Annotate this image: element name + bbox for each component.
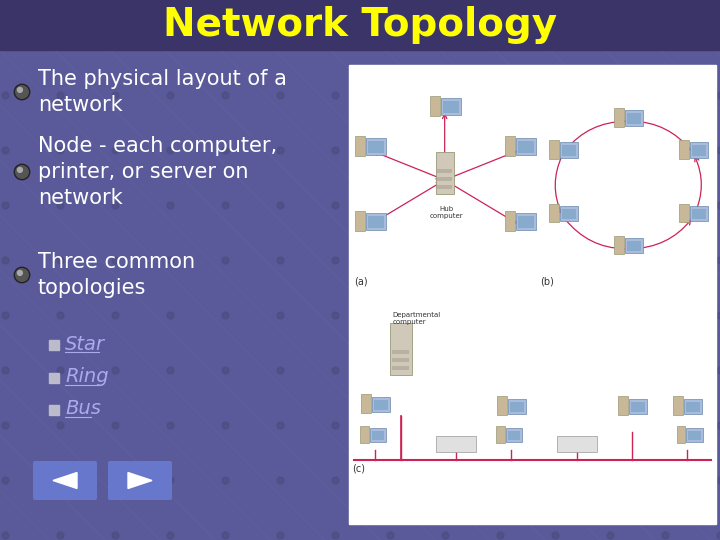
Bar: [516, 213, 536, 230]
Bar: [366, 138, 386, 155]
Bar: [506, 428, 522, 442]
Bar: [368, 141, 384, 153]
Bar: [372, 431, 384, 440]
Text: (c): (c): [352, 463, 365, 474]
Ellipse shape: [17, 167, 22, 172]
Bar: [510, 402, 523, 412]
Bar: [688, 431, 701, 440]
Ellipse shape: [14, 84, 30, 100]
Bar: [518, 216, 534, 228]
Bar: [430, 96, 440, 116]
Bar: [686, 428, 703, 442]
Bar: [392, 357, 410, 362]
Bar: [361, 394, 371, 413]
Bar: [562, 145, 576, 156]
Bar: [438, 185, 452, 189]
Bar: [618, 396, 628, 415]
Text: Hub
computer: Hub computer: [430, 206, 464, 219]
Text: Three common
topologies: Three common topologies: [38, 252, 195, 298]
Bar: [368, 216, 384, 228]
Bar: [505, 211, 516, 231]
Bar: [631, 402, 645, 412]
FancyBboxPatch shape: [108, 461, 172, 500]
Text: Bus: Bus: [65, 400, 101, 419]
Polygon shape: [53, 472, 77, 489]
Ellipse shape: [16, 166, 28, 178]
Bar: [549, 204, 559, 222]
Bar: [679, 204, 689, 222]
Bar: [444, 101, 459, 113]
Bar: [625, 111, 643, 126]
Bar: [355, 136, 365, 156]
Bar: [684, 399, 702, 414]
Bar: [557, 436, 597, 451]
Polygon shape: [128, 472, 152, 489]
Bar: [677, 426, 685, 443]
Text: Network Topology: Network Topology: [163, 6, 557, 44]
Bar: [625, 238, 643, 253]
Ellipse shape: [17, 87, 22, 92]
Bar: [370, 428, 387, 442]
Bar: [692, 145, 706, 156]
Bar: [627, 113, 642, 124]
Text: (b): (b): [540, 277, 554, 287]
Text: Star: Star: [65, 334, 105, 354]
Bar: [372, 397, 390, 412]
Bar: [49, 373, 59, 383]
Bar: [560, 143, 578, 158]
Bar: [392, 366, 410, 370]
Bar: [441, 98, 461, 115]
Bar: [549, 140, 559, 159]
Ellipse shape: [14, 267, 30, 283]
Bar: [374, 400, 388, 410]
Bar: [361, 426, 369, 443]
Bar: [614, 108, 624, 127]
Text: Ring: Ring: [65, 368, 109, 387]
Bar: [355, 211, 365, 231]
Bar: [505, 136, 516, 156]
Bar: [679, 140, 689, 159]
Bar: [508, 399, 526, 414]
Bar: [562, 209, 576, 219]
Ellipse shape: [16, 269, 28, 281]
Bar: [692, 209, 706, 219]
Bar: [436, 152, 454, 194]
Bar: [438, 169, 452, 173]
Bar: [390, 323, 412, 375]
Bar: [690, 206, 708, 221]
Bar: [49, 405, 59, 415]
Bar: [496, 426, 505, 443]
Bar: [516, 138, 536, 155]
Bar: [349, 65, 716, 524]
Bar: [560, 206, 578, 221]
Bar: [0, 0, 720, 50]
Bar: [614, 235, 624, 254]
Bar: [690, 143, 708, 158]
Text: (a): (a): [354, 277, 368, 287]
Bar: [436, 436, 476, 451]
Bar: [508, 431, 521, 440]
Text: The physical layout of a
network: The physical layout of a network: [38, 69, 287, 115]
Ellipse shape: [17, 271, 22, 275]
FancyBboxPatch shape: [33, 461, 97, 500]
Bar: [366, 213, 386, 230]
Bar: [392, 350, 410, 354]
Bar: [629, 399, 647, 414]
Ellipse shape: [14, 164, 30, 180]
Text: Node - each computer,
printer, or server on
network: Node - each computer, printer, or server…: [38, 136, 277, 208]
Bar: [518, 141, 534, 153]
Bar: [686, 402, 700, 412]
Text: Departmental
computer: Departmental computer: [392, 312, 441, 325]
Bar: [673, 396, 683, 415]
Bar: [49, 340, 59, 350]
Bar: [438, 177, 452, 181]
Ellipse shape: [16, 86, 28, 98]
Bar: [627, 241, 642, 252]
Bar: [497, 396, 507, 415]
